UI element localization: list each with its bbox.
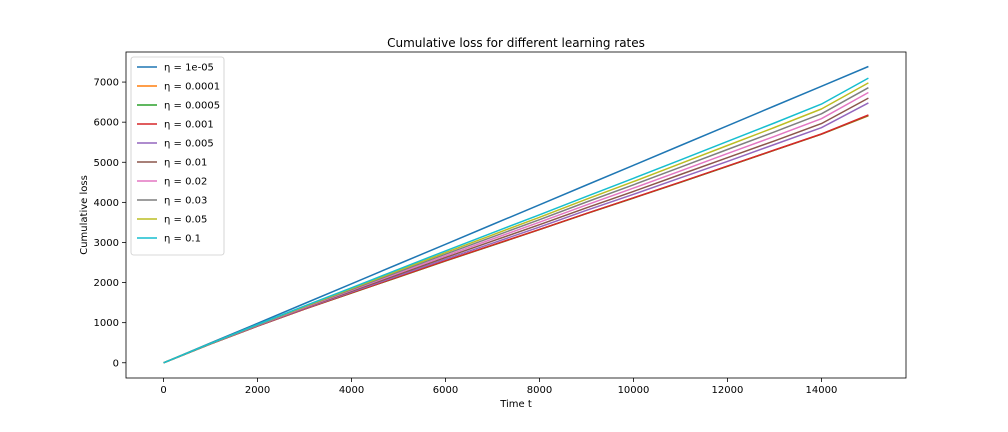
y-tick-label: 3000 [94,238,119,249]
x-tick-label: 8000 [527,385,552,396]
y-tick-label: 2000 [94,278,119,289]
y-tick-label: 7000 [94,78,119,89]
plot-lines [163,65,869,364]
legend-label: η = 0.05 [164,215,207,226]
y-tick-label: 1000 [94,318,119,329]
y-axis-label: Cumulative loss [79,175,90,255]
x-tick-label: 0 [160,385,166,396]
legend-label: η = 0.005 [164,139,214,150]
y-tick-label: 5000 [94,158,119,169]
series-line-9 [163,77,869,364]
x-tick-label: 4000 [339,385,364,396]
legend: η = 1e-05 η = 0.0001 η = 0.0005 η = 0.001 η … [130,56,225,256]
legend-label: η = 0.03 [164,196,207,207]
x-tick-label: 6000 [433,385,458,396]
legend-label: η = 0.001 [164,120,214,131]
y-tick-label: 6000 [94,118,119,129]
series-line-8 [163,82,869,364]
x-tick-label: 2000 [245,385,270,396]
legend-box [130,56,225,256]
x-axis-ticks: 0 2000 4000 6000 8000 10000 12000 14000 [160,378,837,396]
series-line-2 [163,114,869,364]
legend-label: η = 0.02 [164,177,207,188]
chart-title: Cumulative loss for different learning r… [387,36,645,50]
y-tick-label: 4000 [94,198,119,209]
x-tick-label: 12000 [712,385,744,396]
y-axis-ticks: 0 1000 2000 3000 4000 5000 6000 7000 [94,78,126,369]
y-tick-label: 0 [113,358,119,369]
legend-label: η = 0.01 [164,158,207,169]
legend-label: η = 0.0001 [164,82,220,93]
series-line-0 [163,65,869,364]
series-line-3 [163,114,869,364]
x-tick-label: 14000 [806,385,838,396]
x-tick-label: 10000 [618,385,650,396]
x-axis-label: Time t [499,399,532,410]
series-line-1 [163,115,869,364]
plot-frame [125,51,907,379]
legend-label: η = 0.0005 [164,101,220,112]
legend-label: η = 0.1 [164,234,201,245]
legend-label: η = 1e-05 [164,63,214,74]
